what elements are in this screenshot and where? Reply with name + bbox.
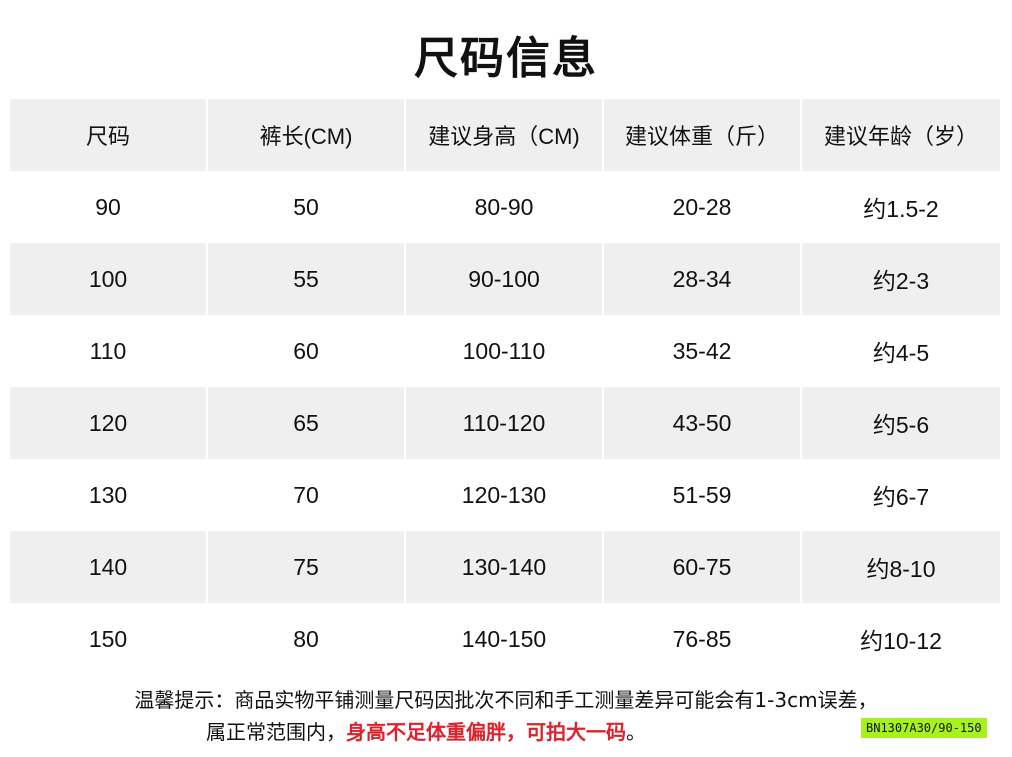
table-row: 150 80 140-150 76-85 约10-12: [10, 603, 1000, 675]
table-row: 100 55 90-100 28-34 约2-3: [10, 243, 1000, 315]
table-cell: 110: [89, 337, 127, 364]
table-cell: 55: [208, 243, 404, 315]
table-cell: 20-28: [672, 193, 732, 220]
table-row: 120 65 110-120 43-50 约5-6: [10, 387, 1000, 459]
table-cell: 90: [95, 193, 121, 220]
table-cell: 80-90: [474, 193, 534, 220]
note-end: 。: [626, 720, 646, 744]
table-cell: 140-150: [461, 625, 547, 652]
table-cell: 60: [293, 337, 319, 364]
table-cell: 51-59: [672, 481, 732, 508]
table-row: 110 60 100-110 35-42 约4-5: [10, 315, 1000, 387]
table-cell: 约1.5-2: [863, 196, 939, 222]
table-cell: 130-140: [406, 531, 602, 603]
table-cell: 100: [10, 243, 206, 315]
note-line-1: 温馨提示：商品实物平铺测量尺码因批次不同和手工测量差异可能会有1-3cm误差，: [134, 688, 878, 712]
table-cell: 120-130: [461, 481, 547, 508]
header-length: 裤长(CM): [208, 99, 404, 171]
table-cell: 约8-10: [802, 531, 1000, 603]
table-cell: 60-75: [604, 531, 800, 603]
header-weight: 建议体重（斤）: [604, 99, 800, 171]
header-size: 尺码: [10, 99, 206, 171]
table-cell: 150: [88, 625, 128, 652]
table-cell: 75: [208, 531, 404, 603]
size-table: 尺码 裤长(CM) 建议身高（CM) 建议体重（斤） 建议年龄（岁） 90 50 8…: [10, 99, 1000, 675]
note-highlight: 身高不足体重偏胖，可拍大一码: [346, 720, 626, 744]
page-title: 尺码信息: [414, 33, 598, 84]
table-header: 尺码 裤长(CM) 建议身高（CM) 建议体重（斤） 建议年龄（岁）: [10, 99, 1000, 171]
table-cell: 140: [10, 531, 206, 603]
table-cell: 28-34: [604, 243, 800, 315]
table-row: 140 75 130-140 60-75 约8-10: [10, 531, 1000, 603]
table-cell: 约5-6: [802, 387, 1000, 459]
header-age: 建议年龄（岁）: [802, 99, 1000, 171]
table-row: 130 70 120-130 51-59 约6-7: [10, 459, 1000, 531]
table-cell: 约6-7: [872, 484, 930, 510]
table-cell: 70: [293, 481, 319, 508]
table-cell: 76-85: [672, 625, 732, 652]
table-cell: 约4-5: [872, 340, 930, 366]
table-cell: 80: [293, 625, 319, 652]
table-cell: 43-50: [604, 387, 800, 459]
table-cell: 100-110: [462, 337, 546, 364]
table-cell: 130: [88, 481, 128, 508]
table-cell: 50: [293, 193, 319, 220]
table-cell: 35-42: [672, 337, 732, 364]
table-cell: 65: [208, 387, 404, 459]
note-line-2: 属正常范围内，身高不足体重偏胖，可拍大一码。: [0, 716, 932, 745]
product-code-badge: BN1307A30/90-150: [861, 718, 987, 738]
table-cell: 90-100: [406, 243, 602, 315]
header-height: 建议身高（CM): [406, 99, 602, 171]
note-plain: 属正常范围内，: [206, 720, 346, 744]
table-cell: 120: [10, 387, 206, 459]
table-row: 90 50 80-90 20-28 约1.5-2: [10, 171, 1000, 243]
table-cell: 约2-3: [802, 243, 1000, 315]
table-cell: 110-120: [406, 387, 602, 459]
table-cell: 约10-12: [860, 628, 942, 654]
